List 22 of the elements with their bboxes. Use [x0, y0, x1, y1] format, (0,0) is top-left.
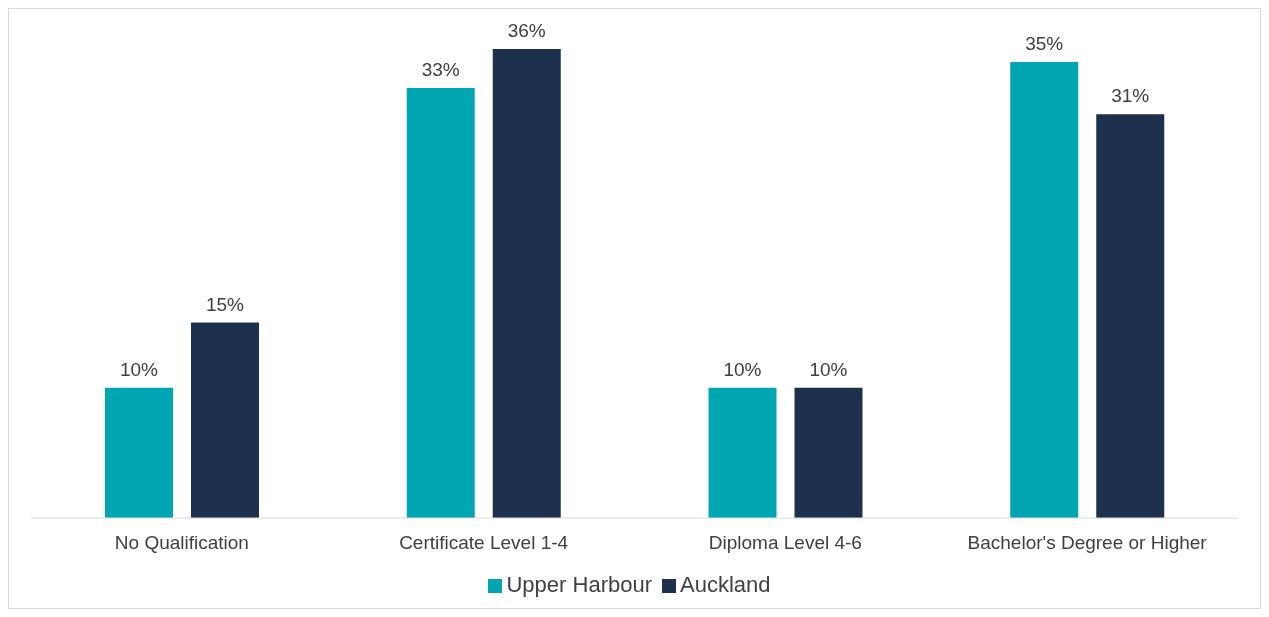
- data-label: 35%: [1025, 33, 1064, 55]
- legend-label: Auckland: [680, 572, 771, 597]
- data-label: 10%: [723, 358, 762, 380]
- data-label: 10%: [119, 358, 159, 380]
- legend-label: Upper Harbour: [506, 572, 652, 597]
- x-tick-label: Bachelor's Degree or Higher: [967, 532, 1208, 554]
- x-tick-label: No Qualification: [114, 532, 249, 554]
- x-tick-label: Certificate Level 1-4: [399, 532, 569, 554]
- bar: [794, 387, 863, 518]
- bar: [191, 322, 259, 518]
- bar: [492, 49, 561, 518]
- bar: [406, 88, 475, 518]
- bar: [708, 387, 777, 518]
- data-label: 36%: [507, 20, 546, 41]
- bar: [1010, 62, 1079, 518]
- data-label: 15%: [205, 293, 245, 315]
- bar: [105, 387, 173, 518]
- x-tick-label: Diploma Level 4-6: [708, 532, 862, 554]
- bar: [1096, 114, 1165, 518]
- data-label: 33%: [421, 59, 460, 81]
- data-label: 10%: [809, 358, 848, 380]
- data-label: 31%: [1111, 85, 1150, 107]
